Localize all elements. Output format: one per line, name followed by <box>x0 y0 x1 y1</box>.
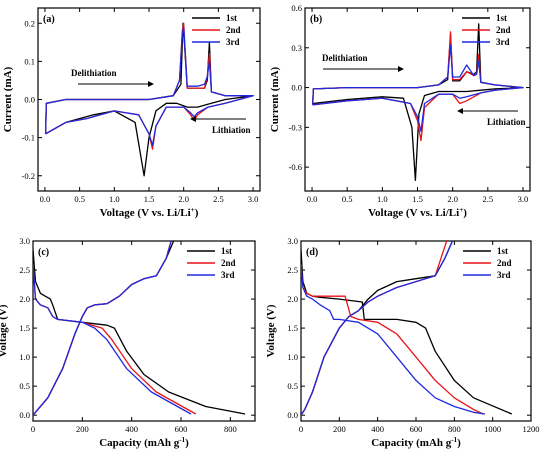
delithiation-arrowhead <box>398 66 404 72</box>
legend-label: 3rd <box>226 37 240 47</box>
legend-label: 3rd <box>497 270 511 280</box>
x-tick-label: 1.5 <box>144 194 155 204</box>
legend-label: 1st <box>497 246 508 256</box>
x-tick-label: 3.0 <box>248 194 259 204</box>
x-tick-label: 1.5 <box>412 194 423 204</box>
panel-3: 0 200 400 600 800 1000 1200 0.0 0.5 1.0 1.5 2.0 2.5 3… <box>265 236 540 449</box>
panel-label: (d) <box>306 247 318 258</box>
x-tick-label: 800 <box>448 424 461 434</box>
series-line-3rd <box>44 26 254 146</box>
y-tick-label: -0.6 <box>289 162 302 172</box>
y-tick-label: 1.0 <box>19 352 30 362</box>
y-tick-label: 3.0 <box>287 236 298 246</box>
x-tick-label: 2.0 <box>447 194 458 204</box>
x-tick-label: 1200 <box>523 424 540 434</box>
legend-label: 1st <box>496 13 507 23</box>
x-axis-label: Voltage (V vs. Li/Li+) <box>100 206 199 219</box>
legend-label: 3rd <box>221 270 235 280</box>
plot-frame <box>304 7 531 192</box>
legend-label: 2nd <box>496 25 511 35</box>
series-line-3rd <box>312 44 524 132</box>
y-tick-label: 0.1 <box>24 56 35 66</box>
x-axis-label: Voltage (V vs. Li/Li+) <box>368 206 467 219</box>
x-tick-label: 2.0 <box>178 194 189 204</box>
y-tick-label: 0.6 <box>291 3 302 13</box>
legend-label: 1st <box>226 13 237 23</box>
delithiation-arrowhead <box>148 81 154 87</box>
x-tick-label: 800 <box>224 424 237 434</box>
legend-label: 2nd <box>221 258 236 268</box>
x-tick-label: 0.5 <box>74 194 85 204</box>
annotation-delithiation: Delithiation <box>322 53 368 63</box>
y-tick-label: 2.0 <box>19 294 30 304</box>
panel-0: 0.0 0.5 1.0 1.5 2.0 2.5 3.0 -0.2 -0.1 0.0 0.1 0.2 Vo… <box>2 7 261 219</box>
annotation-lithiation: Lithiation <box>212 125 251 135</box>
x-tick-label: 400 <box>371 424 384 434</box>
series-line-1st <box>301 241 513 416</box>
x-tick-label: 200 <box>76 424 89 434</box>
x-tick-label: 600 <box>175 424 188 434</box>
series-line-3rd <box>33 241 192 416</box>
x-tick-label: 0 <box>31 424 35 434</box>
y-tick-label: 2.5 <box>287 265 298 275</box>
lithiation-arrowhead <box>457 108 463 114</box>
x-tick-label: 1.0 <box>377 194 388 204</box>
y-tick-label: 2.5 <box>19 265 30 275</box>
series-line-1st <box>312 23 524 182</box>
panel-label: (a) <box>43 14 55 25</box>
x-axis-label: Capacity (mAh g-1) <box>371 436 461 449</box>
x-tick-label: 0.0 <box>307 194 318 204</box>
x-tick-label: 3.0 <box>518 194 529 204</box>
y-tick-label: -0.3 <box>289 122 302 132</box>
y-tick-label: -0.2 <box>22 171 35 181</box>
y-axis-label: Voltage (V) <box>265 304 277 357</box>
legend-label: 2nd <box>497 258 512 268</box>
plot-frame <box>32 240 256 422</box>
y-axis-label: Voltage (V) <box>0 304 9 357</box>
x-tick-label: 0.0 <box>40 194 51 204</box>
y-tick-label: 0.5 <box>287 381 298 391</box>
x-tick-label: 2.5 <box>213 194 224 204</box>
series-line-1st <box>33 241 246 416</box>
legend-label: 2nd <box>226 25 241 35</box>
y-axis-label: Current (mA) <box>269 66 281 132</box>
x-tick-label: 200 <box>333 424 346 434</box>
series-line-3rd <box>301 241 486 416</box>
x-tick-label: 2.5 <box>483 194 494 204</box>
y-tick-label: -0.1 <box>22 133 35 143</box>
y-tick-label: 2.0 <box>287 294 298 304</box>
panel-label: (b) <box>310 14 322 25</box>
y-tick-label: 0.0 <box>287 410 298 420</box>
x-tick-label: 600 <box>410 424 423 434</box>
y-tick-label: 0.2 <box>24 18 35 28</box>
y-tick-label: 1.5 <box>19 323 30 333</box>
panel-1: 0.0 0.5 1.0 1.5 2.0 2.5 3.0 -0.6 -0.3 0.0 0.3 0.6 Vo… <box>269 3 531 219</box>
y-tick-label: 0.0 <box>291 83 302 93</box>
y-tick-label: 0.3 <box>291 43 302 53</box>
plot-frame <box>300 240 532 422</box>
y-tick-label: 0.0 <box>24 95 35 105</box>
panel-2: 0 200 400 600 800 0.0 0.5 1.0 1.5 2.0 2.5 3.0 Capaci… <box>0 236 256 449</box>
series-line-2nd <box>301 241 484 416</box>
y-tick-label: 0.5 <box>19 381 30 391</box>
lithiation-arrowhead <box>190 116 196 122</box>
x-axis-label: Capacity (mAh g-1) <box>99 436 189 449</box>
x-tick-label: 1000 <box>484 424 501 434</box>
y-axis-label: Current (mA) <box>2 66 14 132</box>
y-tick-label: 1.5 <box>287 323 298 333</box>
x-tick-label: 1.0 <box>109 194 120 204</box>
x-tick-label: 400 <box>125 424 138 434</box>
y-tick-label: 0.0 <box>19 410 30 420</box>
y-tick-label: 1.0 <box>287 352 298 362</box>
legend-label: 3rd <box>496 37 510 47</box>
y-tick-label: 3.0 <box>19 236 30 246</box>
annotation-delithiation: Delithiation <box>71 68 117 78</box>
legend-label: 1st <box>221 246 232 256</box>
panel-label: (c) <box>38 247 49 258</box>
x-tick-label: 0 <box>299 424 303 434</box>
annotation-lithiation: Lithiation <box>487 117 526 127</box>
x-tick-label: 0.5 <box>342 194 353 204</box>
